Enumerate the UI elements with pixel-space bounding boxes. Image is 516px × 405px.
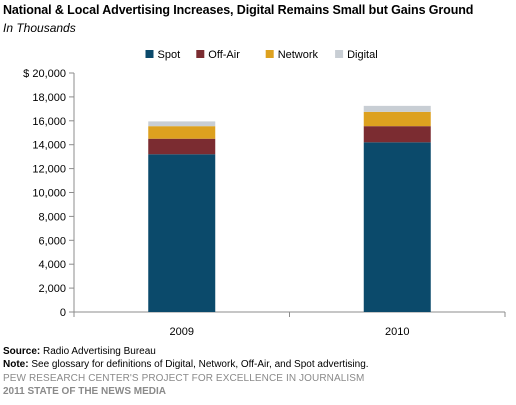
y-tick-label: 2,000	[38, 283, 66, 295]
legend-label-off-air: Off-Air	[208, 49, 240, 61]
y-tick-label: 0	[60, 307, 66, 319]
x-category-label: 2010	[385, 326, 409, 338]
source-line: Source: Radio Advertising Bureau	[3, 346, 156, 357]
bar-network-2009	[148, 126, 216, 139]
y-tick-label: 8,000	[38, 211, 66, 223]
bar-off-air-2009	[148, 138, 216, 155]
bar-spot-2010	[363, 142, 431, 312]
bar-off-air-2010	[363, 126, 431, 143]
bar-digital-2009	[148, 121, 216, 127]
bar-digital-2010	[363, 105, 431, 112]
note-line: Note: See glossary for definitions of Di…	[3, 359, 369, 370]
x-category-label: 2009	[170, 326, 194, 338]
y-tick-label: 10,000	[32, 188, 66, 200]
stacked-bar-chart: $ 20,000 18,000 16,000 14,000 12,000 10,000 8,…	[23, 49, 506, 338]
bar-network-2010	[363, 111, 431, 127]
note-text: See glossary for definitions of Digital,…	[31, 359, 369, 370]
legend-label-spot: Spot	[158, 49, 181, 61]
legend-swatch-spot	[145, 50, 154, 58]
legend-label-digital: Digital	[347, 49, 378, 61]
y-tick-label: 6,000	[38, 235, 66, 247]
legend-label-network: Network	[278, 49, 319, 61]
note-label: Note:	[3, 359, 29, 370]
source-text: Radio Advertising Bureau	[43, 346, 156, 357]
y-tick-label: 16,000	[32, 116, 66, 128]
chart-subtitle: In Thousands	[3, 21, 76, 35]
y-tick-label: 12,000	[32, 164, 66, 176]
credit-line: PEW RESEARCH CENTER'S PROJECT FOR EXCELL…	[3, 373, 365, 384]
y-tick-label: 4,000	[38, 259, 66, 271]
y-tick-label: $ 20,000	[23, 68, 66, 80]
report-line: 2011 STATE OF THE NEWS MEDIA	[3, 386, 166, 397]
source-label: Source:	[3, 346, 41, 357]
legend-swatch-network	[265, 50, 274, 58]
legend-swatch-digital	[335, 50, 344, 58]
chart-title: National & Local Advertising Increases, …	[3, 3, 474, 17]
y-tick-label: 18,000	[32, 92, 66, 104]
legend-swatch-off-air	[196, 50, 205, 58]
bar-spot-2009	[148, 154, 216, 312]
y-tick-label: 14,000	[32, 140, 66, 152]
